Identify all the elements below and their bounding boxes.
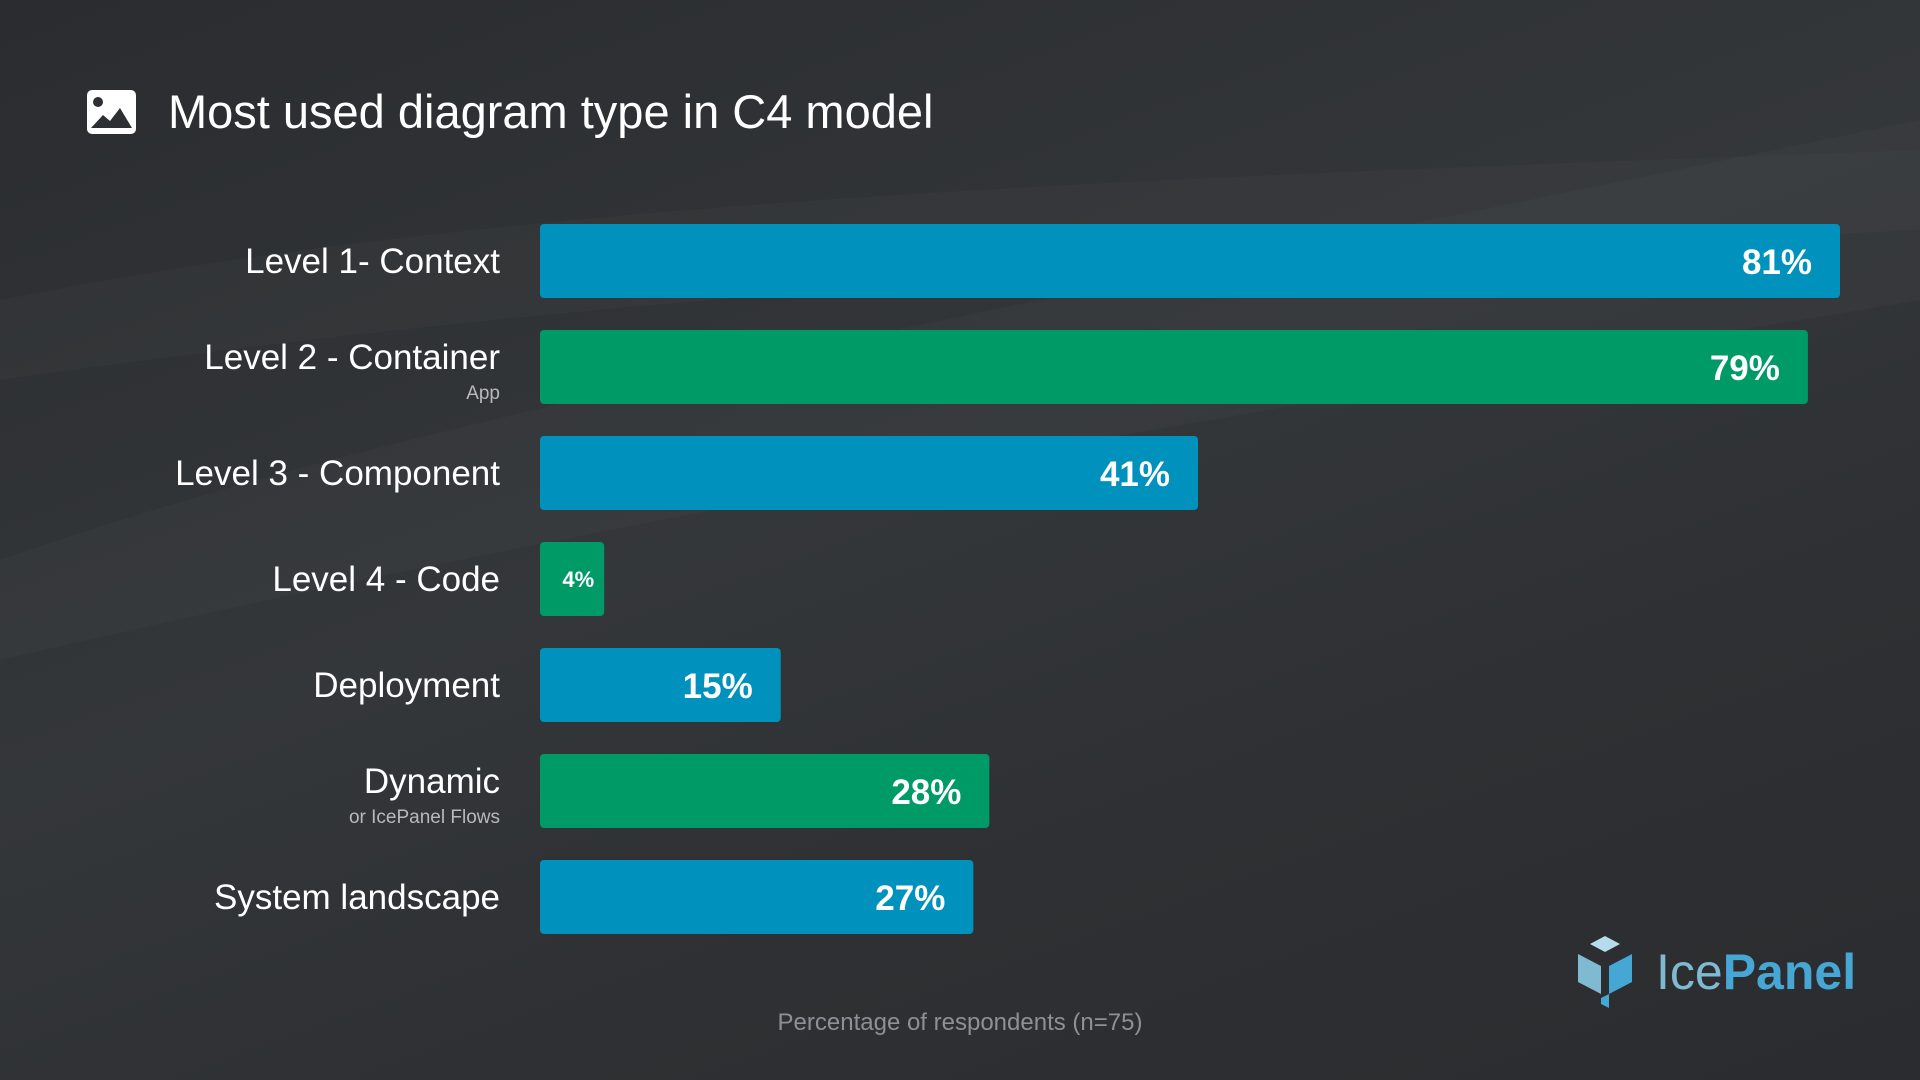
bar-2: [540, 436, 1199, 510]
category-label-4: Deployment: [313, 666, 500, 705]
icepanel-cube-icon: [1578, 936, 1632, 1008]
value-label-6: 27%: [875, 879, 945, 918]
page-title: Most used diagram type in C4 model: [168, 85, 934, 138]
x-axis-label: Percentage of respondents (n=75): [777, 1009, 1143, 1036]
value-label-2: 41%: [1100, 455, 1170, 494]
logo-text-panel: Panel: [1722, 944, 1857, 1000]
value-label-3: 4%: [562, 567, 594, 592]
category-label-2: Level 3 - Component: [175, 454, 500, 493]
bar-4: [540, 648, 781, 722]
value-label-1: 79%: [1710, 349, 1780, 388]
bar-0: [540, 224, 1840, 298]
category-sublabel-5: or IcePanel Flows: [349, 807, 500, 828]
category-label-1: Level 2 - Container: [204, 338, 500, 377]
category-label-3: Level 4 - Code: [272, 560, 500, 599]
category-label-0: Level 1- Context: [245, 242, 500, 281]
bar-3: [540, 542, 605, 616]
bar-6: [540, 860, 974, 934]
bar-1: [540, 330, 1808, 404]
image-icon: [87, 90, 136, 134]
logo-text-ice: Ice: [1656, 944, 1723, 1000]
icepanel-logo: IcePanel: [1574, 934, 1874, 1014]
value-label-5: 28%: [891, 773, 961, 812]
category-label-5: Dynamic: [364, 762, 500, 801]
category-label-6: System landscape: [214, 878, 500, 917]
category-sublabel-1: App: [466, 383, 500, 404]
bar-5: [540, 754, 990, 828]
value-label-4: 15%: [683, 667, 753, 706]
value-label-0: 81%: [1742, 243, 1812, 282]
